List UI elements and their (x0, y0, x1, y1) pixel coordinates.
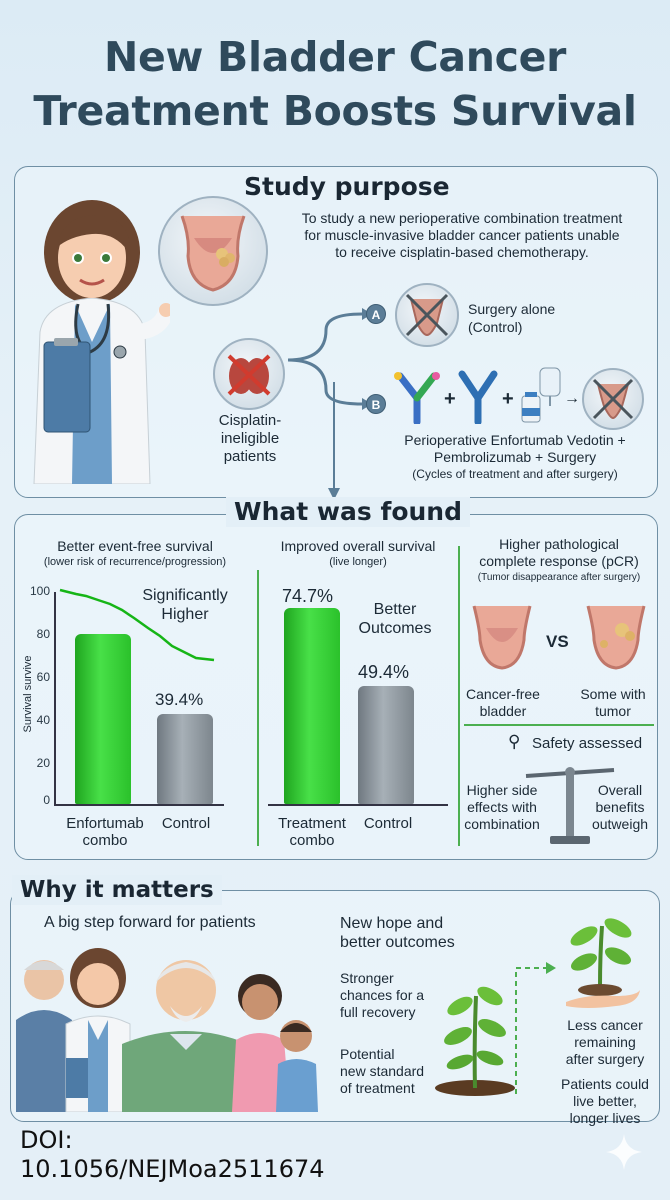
kidney-crossed-icon (213, 338, 285, 410)
arm-branch-arrows (287, 308, 372, 500)
efs-survival-curve (59, 588, 215, 662)
surgery-icon (582, 368, 644, 430)
os-treatment-value: 74.7% (282, 586, 334, 606)
dashed-arrow-icon (515, 962, 556, 1094)
growing-plant-icon (435, 986, 515, 1096)
efs-title: Better event-free survival (lower risk o… (43, 538, 227, 568)
y-tick: 40 (36, 713, 50, 727)
person-balance-icon: ⚲ (508, 732, 521, 751)
balance-scale-icon (525, 767, 615, 844)
efs-y-axis (54, 592, 56, 804)
iv-bag-vial-icon (521, 367, 561, 423)
arm-a-label: Surgery alone (Control) (468, 301, 556, 335)
study-purpose-description: To study a new perioperative combination… (301, 210, 623, 260)
why-it-matters-heading: Why it matters (12, 875, 222, 905)
efs-annotation: Significantly Higher (142, 587, 228, 623)
why-subheading: A big step forward for patients (44, 914, 256, 931)
pcr-safety-divider (464, 724, 654, 726)
efs-category-treatment: Enfortumab combo (66, 815, 144, 849)
efs-y-axis-label: Survival survive (22, 655, 34, 733)
y-tick: 20 (36, 756, 50, 770)
safety-heading: Safety assessed (532, 735, 643, 752)
sparkle-icon (606, 1134, 642, 1170)
y-tick: 80 (36, 627, 50, 641)
doi-citation: DOI: 10.1056/NEJMoa2511674 (20, 1126, 325, 1184)
efs-bar-control (157, 714, 213, 804)
pcr-left-label: Cancer-free bladder (466, 686, 540, 719)
doctor-illustration (20, 192, 174, 485)
patients-family-illustration (16, 948, 318, 1112)
os-category-treatment: Treatment combo (278, 815, 346, 849)
arrow-right-icon: → (564, 390, 580, 407)
os-title: Improved overall survival (live longer) (280, 538, 436, 568)
os-category-control: Control (363, 815, 413, 832)
efs-x-axis (54, 804, 224, 806)
y-tick: 0 (43, 793, 50, 807)
pcr-title: Higher pathological complete response (p… (477, 536, 641, 583)
bladder-tumor-icon (158, 196, 268, 306)
why-right-live-longer: Patients could live better, longer lives (561, 1076, 649, 1126)
arm-a-badge: A (366, 304, 386, 324)
safety-left-text: Higher side effects with combination (464, 782, 540, 832)
os-bar-control (358, 686, 414, 804)
antibody-icon (458, 370, 498, 424)
efs-control-value: 39.4% (155, 690, 204, 709)
os-annotation: Better Outcomes (358, 601, 432, 637)
why-point-standard: Potential new standard of treatment (340, 1046, 425, 1096)
findings-divider (257, 570, 259, 846)
study-purpose-heading: Study purpose (244, 172, 450, 201)
bladder-with-tumor-icon (586, 605, 646, 670)
why-point-recovery: Stronger chances for a full recovery (340, 970, 425, 1020)
page-title: New Bladder Cancer Treatment Boosts Surv… (0, 30, 670, 138)
title-line-1: New Bladder Cancer (103, 33, 567, 81)
findings-divider (458, 546, 460, 846)
why-right-less-cancer: Less cancer remaining after surgery (565, 1017, 645, 1067)
efs-bar-treatment (75, 634, 131, 804)
cancer-free-bladder-icon (472, 605, 532, 670)
os-control-value: 49.4% (358, 662, 410, 682)
os-bar-treatment (284, 608, 340, 804)
efs-category-control: Control (161, 815, 211, 832)
doi-label: DOI: (20, 1126, 73, 1154)
pcr-vs: VS (546, 632, 569, 651)
arm-b-badge: B (366, 394, 386, 414)
os-x-axis (268, 804, 448, 806)
antibody-drug-icon (394, 372, 440, 424)
patients-label: Cisplatin- ineligible patients (218, 412, 282, 465)
surgery-crossed-icon (395, 283, 459, 347)
plus-sign: + (444, 388, 456, 410)
pcr-right-label: Some with tumor (580, 686, 646, 719)
why-point-hope: New hope and better outcomes (340, 915, 455, 951)
y-tick: 100 (29, 584, 50, 598)
hand-with-sprout-icon (566, 918, 640, 1008)
y-tick: 60 (36, 670, 50, 684)
title-line-2: Treatment Boosts Survival (33, 87, 637, 135)
plus-sign: + (502, 388, 514, 410)
arm-b-label: Perioperative Enfortumab Vedotin + Pembr… (404, 432, 626, 481)
safety-right-text: Overall benefits outweigh (591, 782, 649, 832)
doi-value: 10.1056/NEJMoa2511674 (20, 1155, 325, 1183)
findings-heading: What was found (226, 497, 470, 527)
